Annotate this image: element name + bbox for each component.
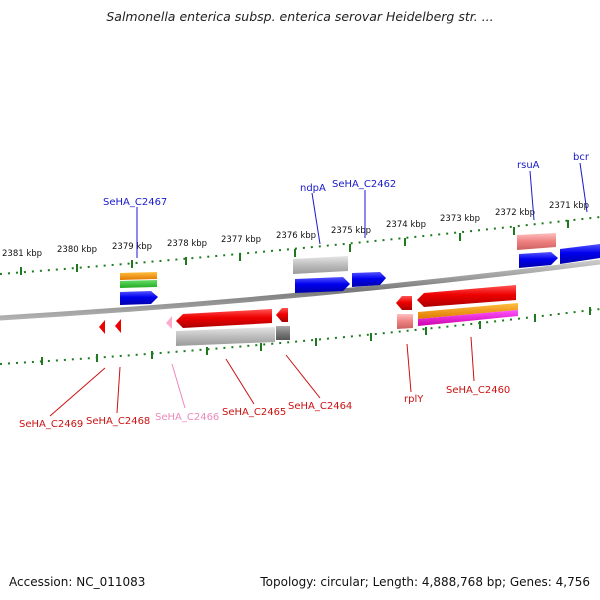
gene-label-seha-c2462[interactable]: SeHA_C2462 <box>332 179 396 190</box>
gene-label-ndpA[interactable]: ndpA <box>300 183 326 194</box>
gene-label-seha-c2468[interactable]: SeHA_C2468 <box>86 416 150 427</box>
feature-magenta-reverse[interactable] <box>418 310 518 326</box>
gene-rplY-arrow[interactable] <box>396 296 412 310</box>
gene-seha-c2469-arrow[interactable] <box>99 320 105 334</box>
kbp-label: 2380 kbp <box>57 245 97 255</box>
feature-gray-ndpA[interactable] <box>293 256 348 274</box>
kbp-label: 2381 kbp <box>2 249 42 259</box>
gene-label-seha-c2466[interactable]: SeHA_C2466 <box>155 412 219 423</box>
gene-label-rplY[interactable]: rplY <box>404 394 424 405</box>
gene-rsuA-arrow[interactable] <box>519 252 558 268</box>
feature-green[interactable] <box>120 280 157 288</box>
genome-info-text: Topology: circular; Length: 4,888,768 bp… <box>260 575 590 589</box>
gene-label-seha-c2465[interactable]: SeHA_C2465 <box>222 407 286 418</box>
forward-label-leaders <box>136 162 588 258</box>
kbp-label: 2372 kbp <box>495 208 535 218</box>
kbp-label: 2376 kbp <box>276 231 316 241</box>
feature-gray-reverse[interactable] <box>176 327 275 346</box>
gene-label-seha-c2460[interactable]: SeHA_C2460 <box>446 385 510 396</box>
kbp-axis-labels: 2381 kbp 2380 kbp 2379 kbp 2378 kbp 2377… <box>2 201 589 259</box>
gene-seha-c2465-arrow[interactable] <box>176 309 272 328</box>
feature-orange[interactable] <box>120 272 157 280</box>
kbp-label: 2375 kbp <box>331 226 371 236</box>
kbp-label: 2377 kbp <box>221 235 261 245</box>
gene-label-seha-c2467[interactable]: SeHA_C2467 <box>103 197 167 208</box>
reverse-tick-ruler <box>0 308 600 365</box>
forward-gene-labels: SeHA_C2467 ndpA SeHA_C2462 rsuA bcr <box>103 152 590 208</box>
gene-ndpA-arrow[interactable] <box>295 277 350 293</box>
reverse-gene-labels: SeHA_C2469 SeHA_C2468 SeHA_C2466 SeHA_C2… <box>19 385 510 430</box>
kbp-label: 2374 kbp <box>386 220 426 230</box>
kbp-label: 2373 kbp <box>440 214 480 224</box>
kbp-label: 2378 kbp <box>167 239 207 249</box>
kbp-label: 2371 kbp <box>549 201 589 211</box>
chromosome-backbone <box>0 259 600 321</box>
reverse-major-ticks <box>41 307 591 365</box>
map-title: Salmonella enterica subsp. enterica sero… <box>106 9 494 24</box>
gene-seha-c2468-arrow[interactable] <box>115 319 121 333</box>
gene-bcr-arrow[interactable] <box>560 244 600 264</box>
feature-orange-reverse[interactable] <box>418 303 518 319</box>
feature-salmon-rplY[interactable] <box>397 314 413 329</box>
feature-darkgray-reverse[interactable] <box>276 326 290 340</box>
accession-text: Accession: NC_011083 <box>9 575 146 589</box>
forward-features <box>120 233 600 305</box>
gene-seha-c2460-arrow[interactable] <box>417 285 516 307</box>
gene-seha-c2466-arrow[interactable] <box>166 316 172 329</box>
forward-major-ticks <box>20 220 569 275</box>
gene-label-seha-c2469[interactable]: SeHA_C2469 <box>19 419 83 430</box>
gene-seha-c2462-arrow[interactable] <box>352 272 386 287</box>
gene-seha-c2467-arrow[interactable] <box>120 291 158 305</box>
gene-label-seha-c2464[interactable]: SeHA_C2464 <box>288 401 352 412</box>
feature-salmon-rsuA[interactable] <box>517 233 556 250</box>
gene-seha-c2464-arrow[interactable] <box>276 308 288 322</box>
gene-label-bcr[interactable]: bcr <box>573 152 590 163</box>
kbp-label: 2379 kbp <box>112 242 152 252</box>
reverse-label-leaders <box>49 336 475 417</box>
reverse-features <box>99 285 518 346</box>
gene-label-rsuA[interactable]: rsuA <box>517 160 540 171</box>
